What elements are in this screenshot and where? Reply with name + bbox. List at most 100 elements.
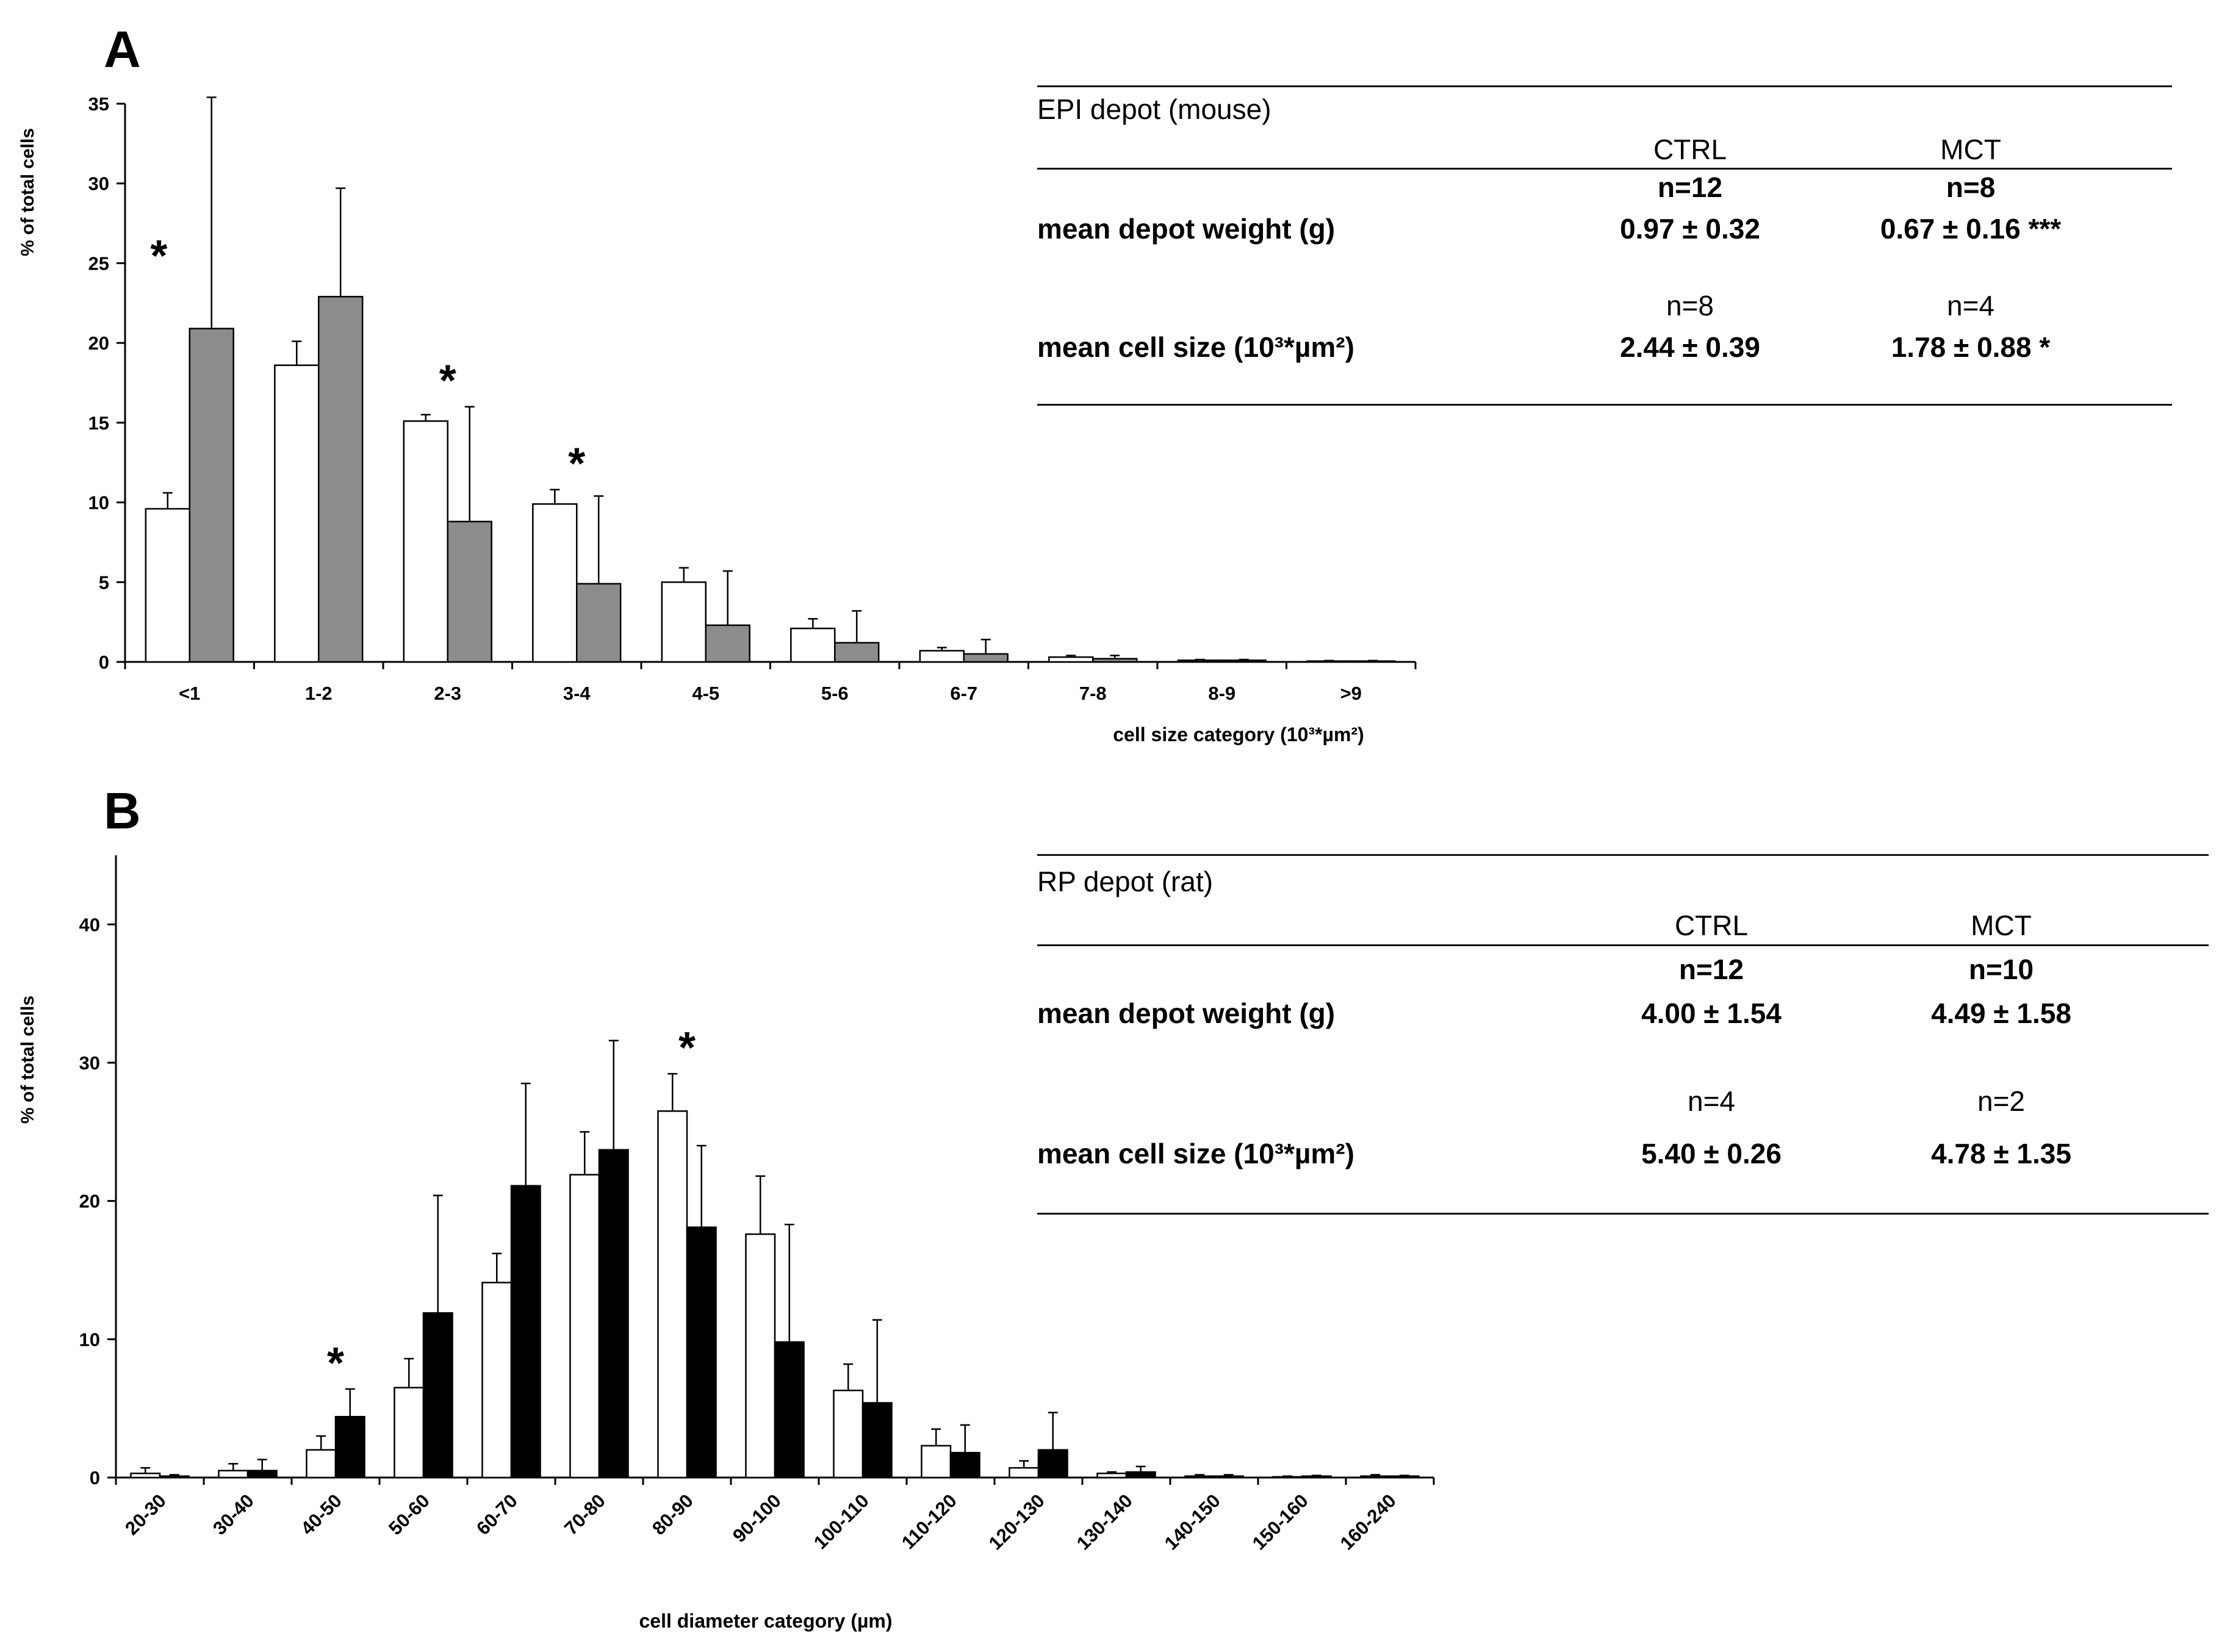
table-b-row2-ctrl: 5.40 ± 0.26 (1641, 1138, 1782, 1169)
x-tick-label: 30-40 (209, 1490, 258, 1539)
x-tick-label: 150-160 (1248, 1490, 1312, 1554)
panel-a-label: A (104, 21, 141, 78)
table-a-col-ctrl: CTRL (1653, 134, 1727, 165)
bar-ctrl (919, 650, 965, 663)
table-a-row2-ctrl: 2.44 ± 0.39 (1620, 331, 1760, 363)
table-rule (1037, 85, 2172, 87)
bar-ctrl (403, 420, 449, 663)
y-tick-label: 0 (99, 652, 109, 673)
significance-star: * (568, 440, 585, 489)
bar-ctrl (130, 1472, 161, 1479)
bar-ctrl (218, 1470, 249, 1479)
bar-mct (705, 624, 750, 663)
bar-ctrl (394, 1387, 425, 1479)
x-tick-label: 40-50 (297, 1490, 346, 1539)
bar-ctrl (790, 627, 836, 663)
panel-b-x-axis-label: cell diameter category (µm) (639, 1610, 892, 1632)
bar-mct (447, 520, 492, 663)
bar-mct (159, 1475, 190, 1479)
x-tick-label: 50-60 (384, 1490, 434, 1539)
bar-ctrl (481, 1282, 512, 1479)
table-b-row1-label: mean depot weight (g) (1037, 997, 1336, 1029)
table-a-row1-mct: 0.67 ± 0.16 *** (1880, 213, 2062, 245)
y-tick-label: 25 (88, 253, 109, 274)
table-a-row1-n-ctrl: n=12 (1657, 171, 1723, 203)
table-a-row1-ctrl: 0.97 ± 0.32 (1620, 213, 1760, 245)
bar-ctrl (1009, 1467, 1040, 1479)
x-tick-label: 140-150 (1160, 1490, 1225, 1554)
y-tick-label: 0 (90, 1467, 100, 1489)
bar-ctrl (1177, 659, 1223, 663)
table-a-title: EPI depot (mouse) (1037, 93, 1271, 125)
bar-ctrl (921, 1445, 952, 1479)
x-tick-label: 8-9 (1208, 683, 1235, 704)
x-tick-label: 1-2 (305, 683, 333, 704)
x-tick-label: 160-240 (1336, 1490, 1400, 1554)
bar-ctrl (569, 1174, 600, 1479)
table-b-row2-mct: 4.78 ± 1.35 (1931, 1138, 2071, 1169)
x-tick-label: 110-120 (897, 1490, 961, 1553)
panel-a-y-axis-label: % of total cells (18, 128, 38, 256)
bar-mct (1213, 1475, 1244, 1479)
table-b-row1-n-mct: n=10 (1968, 953, 2034, 985)
table-b-row2-n-ctrl: n=4 (1687, 1085, 1736, 1117)
y-tick-label: 40 (79, 914, 100, 935)
bar-mct (189, 328, 234, 663)
table-b-row1-mct: 4.49 ± 1.58 (1931, 997, 2071, 1029)
significance-star: * (327, 1339, 344, 1388)
x-tick-label: 130-140 (1073, 1490, 1137, 1554)
x-tick-label: 6-7 (950, 683, 977, 704)
y-tick-label: 5 (99, 572, 109, 593)
bar-ctrl (1272, 1476, 1303, 1479)
significance-star: * (678, 1024, 696, 1072)
bar-ctrl (657, 1110, 688, 1479)
table-b-row1-n-ctrl: n=12 (1678, 953, 1744, 985)
table-a-row2-mct: 1.78 ± 0.88 * (1891, 331, 2051, 363)
bar-ctrl (833, 1389, 864, 1479)
x-tick-label: >9 (1340, 683, 1362, 704)
bar-mct (422, 1312, 453, 1479)
y-tick-label: 30 (88, 173, 109, 195)
bar-mct (246, 1470, 278, 1479)
panel-b-summary-table: RP depot (rat) CTRL MCT n=12 n=10 mean d… (1037, 854, 2209, 1220)
bar-mct (334, 1416, 365, 1479)
x-tick-label: 4-5 (692, 683, 719, 704)
x-tick-label: <1 (179, 683, 200, 704)
bar-mct (1389, 1475, 1420, 1479)
table-rule (1037, 404, 2172, 406)
panel-a-x-axis-label: cell size category (10³*µm²) (1113, 724, 1364, 745)
y-tick-label: 15 (88, 412, 109, 434)
table-rule (1037, 168, 2172, 170)
table-rule (1037, 854, 2209, 856)
x-tick-label: 80-90 (648, 1490, 697, 1539)
table-b-col-mct: MCT (1971, 910, 2032, 941)
bar-mct (774, 1341, 805, 1479)
significance-star: * (439, 357, 456, 406)
bar-mct (1221, 659, 1267, 663)
panel-b-label: B (104, 782, 141, 839)
panel-a-chart: 0 5 10 15 20 25 30 35 <1 1-2 2-3 3-4 4-5 5-6 6-7 7-8 8-9… (88, 93, 1417, 704)
x-tick-label: 60-70 (472, 1490, 522, 1539)
bar-ctrl (745, 1233, 776, 1479)
bar-ctrl (274, 364, 320, 663)
panel-b-y-axis-label: % of total cells (18, 996, 38, 1124)
bar-mct (598, 1149, 629, 1479)
x-tick-label: 70-80 (560, 1490, 610, 1539)
table-a-row2-n-mct: n=4 (1946, 290, 1995, 321)
bar-ctrl (306, 1449, 337, 1479)
y-tick-label: 20 (79, 1191, 100, 1212)
table-b-row2-label: mean cell size (10³*µm²) (1037, 1138, 1354, 1169)
panel-a-summary-table: EPI depot (mouse) CTRL MCT n=12 n=8 mean… (1037, 85, 2172, 415)
x-tick-label: 90-100 (728, 1490, 785, 1546)
bar-mct (963, 653, 1009, 663)
table-a-row2-label: mean cell size (10³*µm²) (1037, 331, 1354, 363)
table-b-row2-n-mct: n=2 (1977, 1085, 2026, 1117)
table-b-col-ctrl: CTRL (1674, 910, 1749, 941)
x-tick-label: 3-4 (563, 683, 591, 704)
bar-mct (1037, 1449, 1068, 1479)
table-rule (1037, 944, 2209, 946)
bar-mct (1092, 658, 1138, 663)
y-tick-label: 10 (88, 492, 109, 514)
bar-mct (949, 1451, 980, 1479)
